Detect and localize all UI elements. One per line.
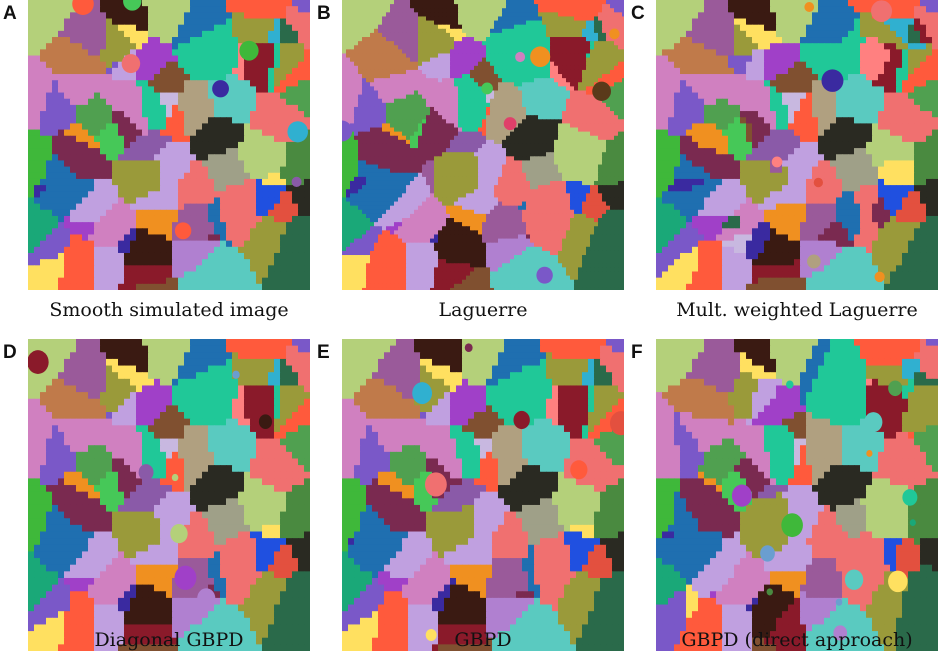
panel-letter: B xyxy=(317,3,331,24)
panel-letter: D xyxy=(3,342,17,363)
panel-caption: GBPD xyxy=(454,629,512,651)
panel-caption: GBPD (direct approach) xyxy=(681,629,913,651)
panel-caption: Mult. weighted Laguerre xyxy=(676,299,918,321)
grain-map-image xyxy=(342,0,624,290)
panel-letter: E xyxy=(317,342,330,363)
panel-letter: F xyxy=(631,342,643,363)
panel-caption: Smooth simulated image xyxy=(49,299,289,321)
panel-letter: C xyxy=(631,3,645,24)
grain-map-image xyxy=(342,339,624,651)
grain-map-image xyxy=(656,0,938,290)
panel-letter: A xyxy=(3,3,17,24)
grain-map-image xyxy=(28,0,310,290)
grain-map-image xyxy=(656,339,938,651)
panel-caption: Laguerre xyxy=(438,299,528,321)
panel-caption: Diagonal GBPD xyxy=(94,629,244,651)
grain-map-image xyxy=(28,339,310,651)
